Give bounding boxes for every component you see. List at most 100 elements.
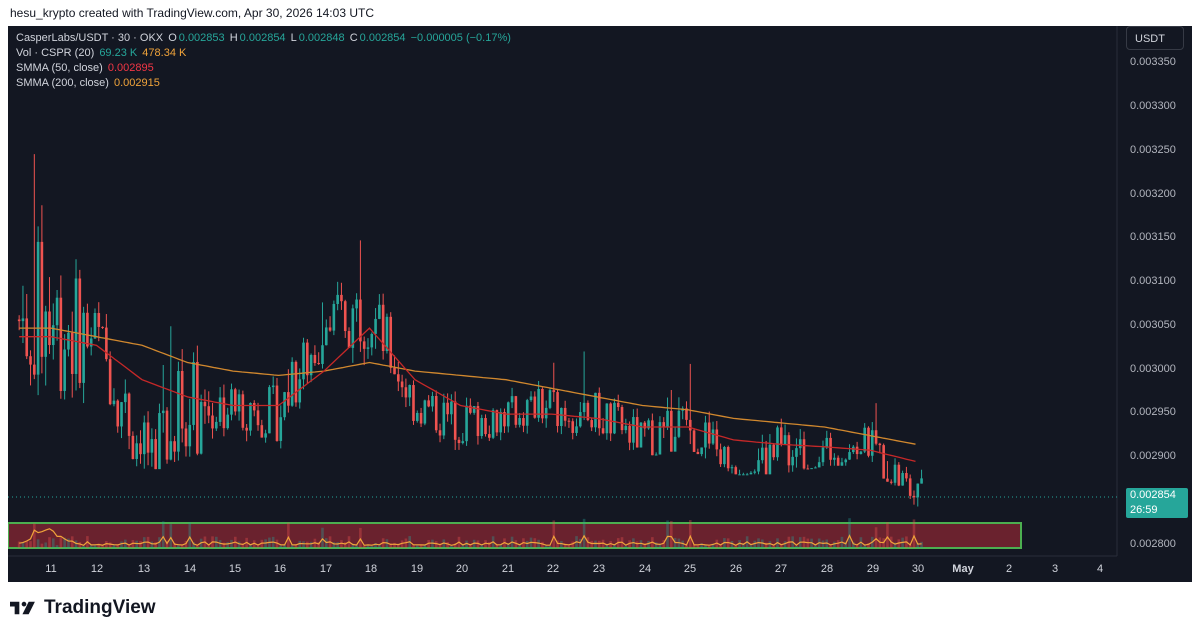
candle-body — [692, 430, 696, 452]
currency-button[interactable]: USDT — [1126, 26, 1184, 50]
volume-bar — [389, 543, 393, 548]
candle-body — [196, 361, 199, 454]
candle-body — [711, 429, 715, 444]
time-tick: 17 — [319, 563, 333, 575]
candle-body — [161, 410, 165, 414]
candle-body — [726, 447, 730, 469]
volume-bar — [29, 541, 32, 548]
candle-body — [158, 413, 161, 470]
legend-smma200: 0.002915 — [113, 77, 160, 89]
volume-bar — [893, 542, 897, 548]
volume-bar — [601, 539, 605, 548]
time-tick: 20 — [455, 563, 469, 575]
candle-body — [749, 472, 753, 475]
volume-bar — [495, 544, 499, 548]
candle-body — [905, 473, 908, 479]
volume-bar — [415, 544, 419, 548]
tradingview-brand[interactable]: TradingView — [10, 597, 156, 619]
candle-body — [670, 410, 673, 452]
candle-body — [723, 447, 726, 465]
volume-bar — [874, 527, 878, 548]
candle-body — [124, 393, 127, 403]
volume-bar — [120, 541, 123, 548]
candle-body — [889, 481, 893, 483]
volume-bar — [571, 541, 575, 548]
candle-body — [374, 318, 377, 334]
price-chart[interactable] — [8, 26, 1192, 582]
legend-smma50-row[interactable]: SMMA (50, close) 0.002895 — [16, 62, 156, 74]
volume-bar — [764, 542, 768, 548]
volume-bar — [48, 537, 51, 548]
candle-body — [370, 333, 374, 348]
volume-bar — [279, 544, 283, 548]
candle-body — [810, 468, 813, 470]
time-tick: 23 — [592, 563, 606, 575]
candle-body — [715, 429, 719, 450]
candle-body — [594, 392, 597, 428]
candle-body — [389, 316, 393, 368]
candle-body — [317, 362, 320, 364]
candle-body — [78, 278, 82, 383]
candle-body — [700, 447, 703, 455]
volume-bar — [431, 539, 434, 548]
candle-body — [245, 427, 248, 431]
candle-body — [764, 447, 768, 475]
volume-bar — [249, 544, 252, 548]
candle-body — [207, 406, 211, 416]
candle-body — [351, 308, 355, 348]
candle-body — [719, 449, 722, 465]
candle-body — [658, 422, 662, 455]
candle-body — [654, 454, 658, 456]
candle-body — [647, 420, 650, 429]
candle-body — [579, 412, 582, 427]
volume-bar — [707, 545, 711, 548]
candle-body — [97, 313, 101, 327]
candle-body — [74, 278, 78, 374]
volume-bar — [124, 539, 127, 548]
volume-bar — [920, 541, 923, 548]
time-tick: 21 — [501, 563, 515, 575]
candle-body — [385, 316, 389, 352]
candle-body — [556, 392, 559, 427]
volume-bar — [662, 540, 666, 548]
volume-bar — [355, 545, 358, 548]
candle-body — [230, 389, 233, 415]
legend-volume-row[interactable]: Vol · CSPR (20) 69.23 K 478.34 K — [16, 47, 188, 59]
legend-smma200-row[interactable]: SMMA (200, close) 0.002915 — [16, 77, 162, 89]
volume-bar — [472, 539, 476, 548]
legend-symbol[interactable]: CasperLabs/USDT · 30 · OKX — [16, 32, 164, 44]
candle-body — [306, 342, 309, 376]
candle-body — [218, 397, 222, 422]
candle-body — [503, 412, 506, 427]
candle-body — [734, 467, 738, 475]
volume-bar — [67, 538, 70, 548]
volume-bar — [419, 544, 423, 548]
volume-bar — [40, 543, 44, 548]
volume-bar — [852, 541, 855, 548]
candle-body — [776, 427, 779, 458]
candle-body — [590, 420, 593, 428]
candle-body — [666, 410, 669, 427]
candle-body — [787, 435, 791, 466]
volume-bar — [438, 544, 442, 548]
candle-body — [662, 422, 666, 427]
candle-body — [82, 312, 85, 383]
volume-bar — [450, 545, 453, 548]
time-tick: 16 — [273, 563, 287, 575]
volume-bar — [635, 541, 639, 548]
candle-body — [886, 478, 889, 482]
candle-body — [779, 427, 783, 445]
time-tick: 30 — [911, 563, 925, 575]
time-tick: 29 — [866, 563, 880, 575]
candle-body — [533, 396, 537, 418]
last-price-value: 0.002854 — [1130, 489, 1176, 501]
candle-body — [355, 299, 358, 309]
volume-bar — [560, 541, 563, 548]
volume-bar — [518, 544, 521, 548]
candle-body — [359, 299, 362, 342]
volume-bar — [298, 540, 302, 548]
volume-bar — [704, 544, 707, 548]
chart-area[interactable]: CasperLabs/USDT · 30 · OKX O 0.002853 H 0.… — [8, 26, 1192, 582]
candle-body — [616, 402, 620, 408]
candle-body — [548, 390, 552, 408]
